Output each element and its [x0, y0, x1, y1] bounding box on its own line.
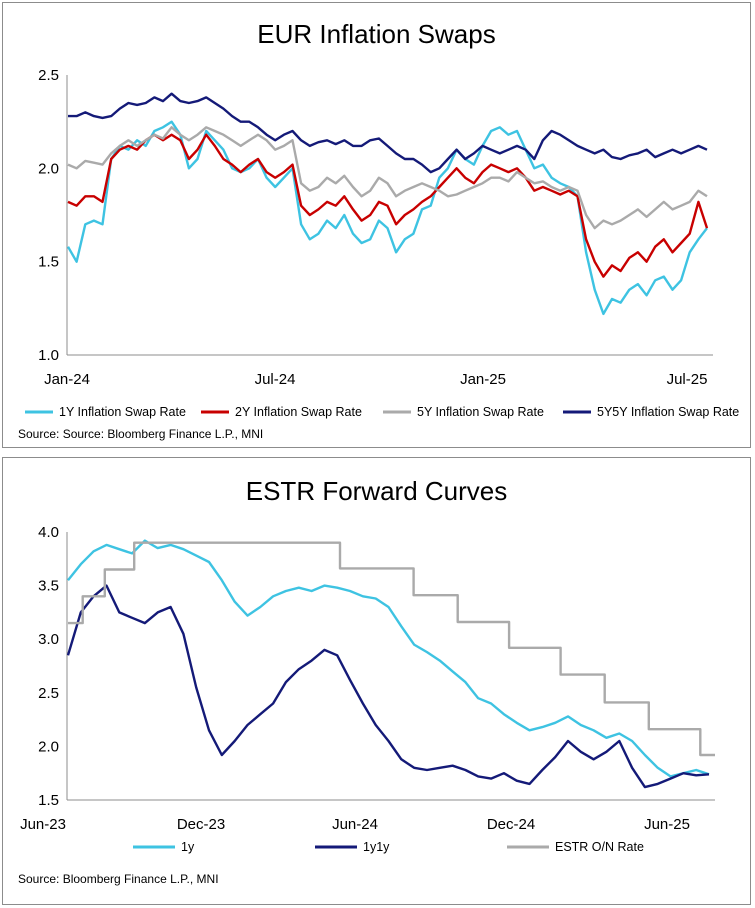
series-line-5y5y-inflation-swap-rate	[68, 92, 708, 174]
legend-label: 1y1y	[363, 840, 390, 854]
y-tick-label: 2.0	[38, 160, 59, 177]
y-tick-label: 2.5	[38, 67, 59, 84]
chart-title: EUR Inflation Swaps	[257, 19, 495, 49]
legend-label: 1y	[181, 840, 195, 854]
series-line-2y-inflation-swap-rate	[67, 133, 709, 278]
y-tick-label: 1.5	[38, 792, 59, 809]
y-tick-label: 1.0	[38, 347, 59, 364]
y-tick-label: 4.0	[38, 524, 59, 541]
y-tick-label: 3.5	[38, 578, 59, 595]
x-tick-label: Jun-24	[332, 816, 378, 833]
x-tick-label: Dec-23	[177, 816, 225, 833]
x-tick-label: Dec-24	[487, 816, 535, 833]
x-tick-label: Jul-25	[667, 371, 708, 388]
y-tick-label: 2.0	[38, 738, 59, 755]
x-tick-label: Jun-25	[644, 816, 690, 833]
chart-title: ESTR Forward Curves	[246, 476, 508, 506]
legend-label: 5Y5Y Inflation Swap Rate	[597, 405, 739, 419]
eur-inflation-swaps-panel: EUR Inflation Swaps 1.0 1.5 2.0 2.5 Jan-24 Jul…	[2, 2, 751, 448]
x-tick-label: Jan-24	[44, 371, 90, 388]
x-tick-label: Jul-24	[255, 371, 296, 388]
y-tick-label: 2.5	[38, 685, 59, 702]
x-tick-label: Jun-23	[20, 816, 66, 833]
eur-inflation-swaps-chart: EUR Inflation Swaps 1.0 1.5 2.0 2.5 Jan-24 Jul…	[18, 19, 739, 441]
source-note: Source: Bloomberg Finance L.P., MNI	[18, 872, 219, 886]
estr-forward-curves-chart: ESTR Forward Curves 1.5 2.0 2.5 3.0 3.5 4.0 Jun…	[18, 476, 715, 886]
legend-label: 5Y Inflation Swap Rate	[417, 405, 544, 419]
y-tick-label: 3.0	[38, 631, 59, 648]
series-line-1y	[67, 539, 710, 778]
series-line-1y-inflation-swap-rate	[66, 120, 708, 316]
series-line-5y-inflation-swap-rate	[67, 126, 708, 230]
y-tick-label: 1.5	[38, 254, 59, 271]
series-line-estr-o-n-rate	[68, 541, 715, 757]
legend-label: ESTR O/N Rate	[555, 840, 644, 854]
x-tick-label: Jan-25	[460, 371, 506, 388]
series-line-1y1y	[66, 584, 710, 789]
legend-label: 2Y Inflation Swap Rate	[235, 405, 362, 419]
source-note: Source: Source: Bloomberg Finance L.P., …	[18, 427, 263, 441]
legend-label: 1Y Inflation Swap Rate	[59, 405, 186, 419]
estr-forward-curves-panel: ESTR Forward Curves 1.5 2.0 2.5 3.0 3.5 4.0 Jun…	[2, 457, 751, 905]
